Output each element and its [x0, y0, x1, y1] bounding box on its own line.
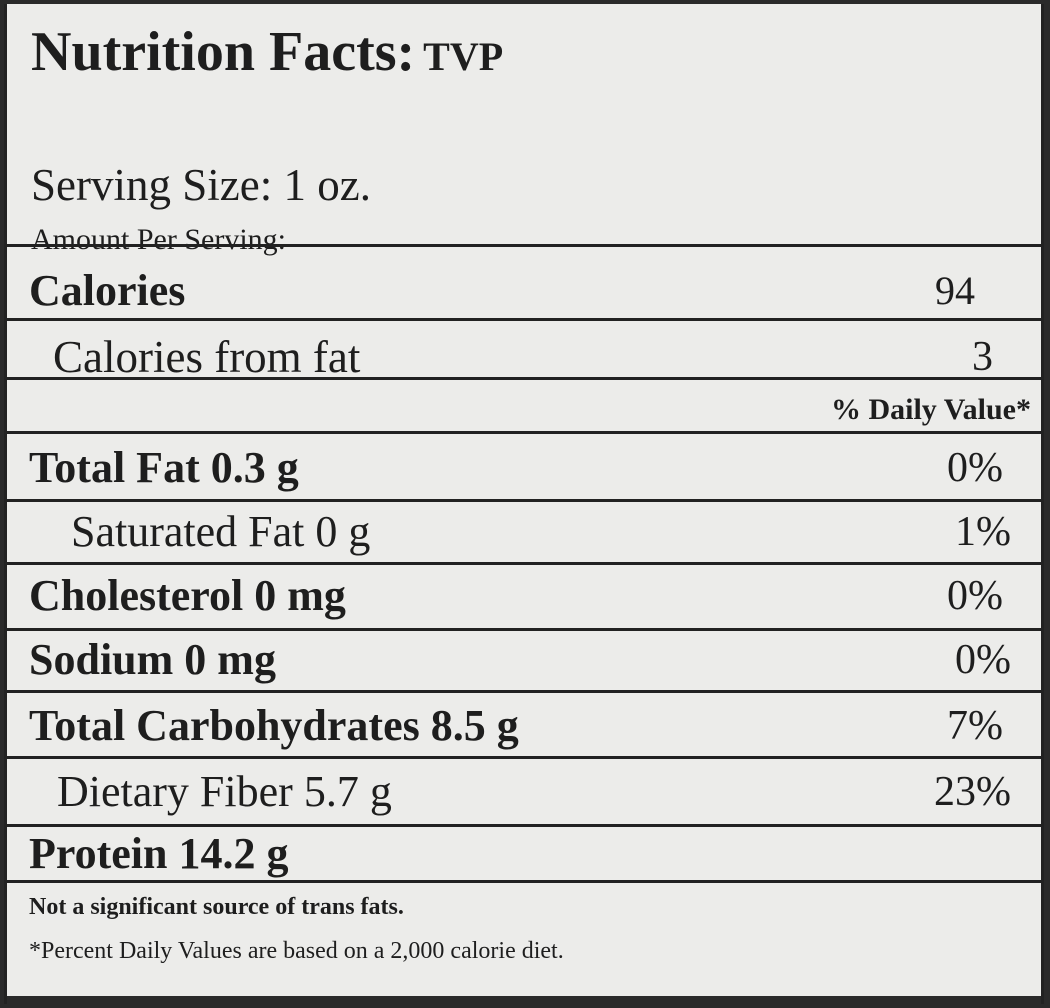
divider	[7, 824, 1041, 827]
divider	[7, 562, 1041, 565]
label-title: Nutrition Facts: TVP	[31, 22, 503, 87]
divider	[7, 628, 1041, 631]
nutrient-dv: 23%	[934, 769, 1011, 815]
divider	[7, 244, 1041, 247]
nutrient-label: Protein 14.2 g	[29, 829, 289, 878]
title-text: Nutrition Facts:	[31, 21, 416, 83]
nutrient-label: Total Fat 0.3 g	[29, 443, 299, 492]
divider	[7, 377, 1041, 380]
nutrient-label: Sodium 0 mg	[29, 635, 276, 684]
nutrient-dv: 0%	[955, 637, 1011, 683]
nutrient-dv: 0%	[947, 445, 1003, 491]
divider	[7, 318, 1041, 321]
divider	[7, 690, 1041, 693]
nutrient-label: Cholesterol 0 mg	[29, 571, 346, 620]
nutrient-dv: 7%	[947, 703, 1003, 749]
product-name: TVP	[423, 34, 504, 79]
nutrient-dv: 1%	[955, 509, 1011, 555]
daily-values-footnote: *Percent Daily Values are based on a 2,0…	[29, 938, 564, 964]
nutrition-label: Nutrition Facts: TVP Serving Size: 1 oz. …	[4, 4, 1044, 1004]
divider	[7, 431, 1041, 434]
divider	[7, 499, 1041, 502]
nutrient-label: Total Carbohydrates 8.5 g	[29, 701, 519, 750]
nutrient-dv: 0%	[947, 573, 1003, 619]
amount-per-serving: Amount Per Serving:	[31, 223, 286, 256]
calories-label: Calories	[29, 266, 186, 315]
calories-value: 94	[935, 268, 975, 313]
divider	[7, 756, 1041, 759]
nutrient-label: Saturated Fat 0 g	[71, 507, 371, 556]
trans-fat-note: Not a significant source of trans fats.	[29, 894, 404, 920]
calories-from-fat-label: Calories from fat	[53, 332, 361, 382]
nutrient-label: Dietary Fiber 5.7 g	[57, 767, 392, 816]
divider	[7, 880, 1041, 883]
bottom-edge	[7, 996, 1041, 1004]
serving-size: Serving Size: 1 oz.	[31, 160, 371, 210]
calories-from-fat-value: 3	[972, 334, 993, 380]
daily-value-header: % Daily Value*	[830, 393, 1031, 426]
